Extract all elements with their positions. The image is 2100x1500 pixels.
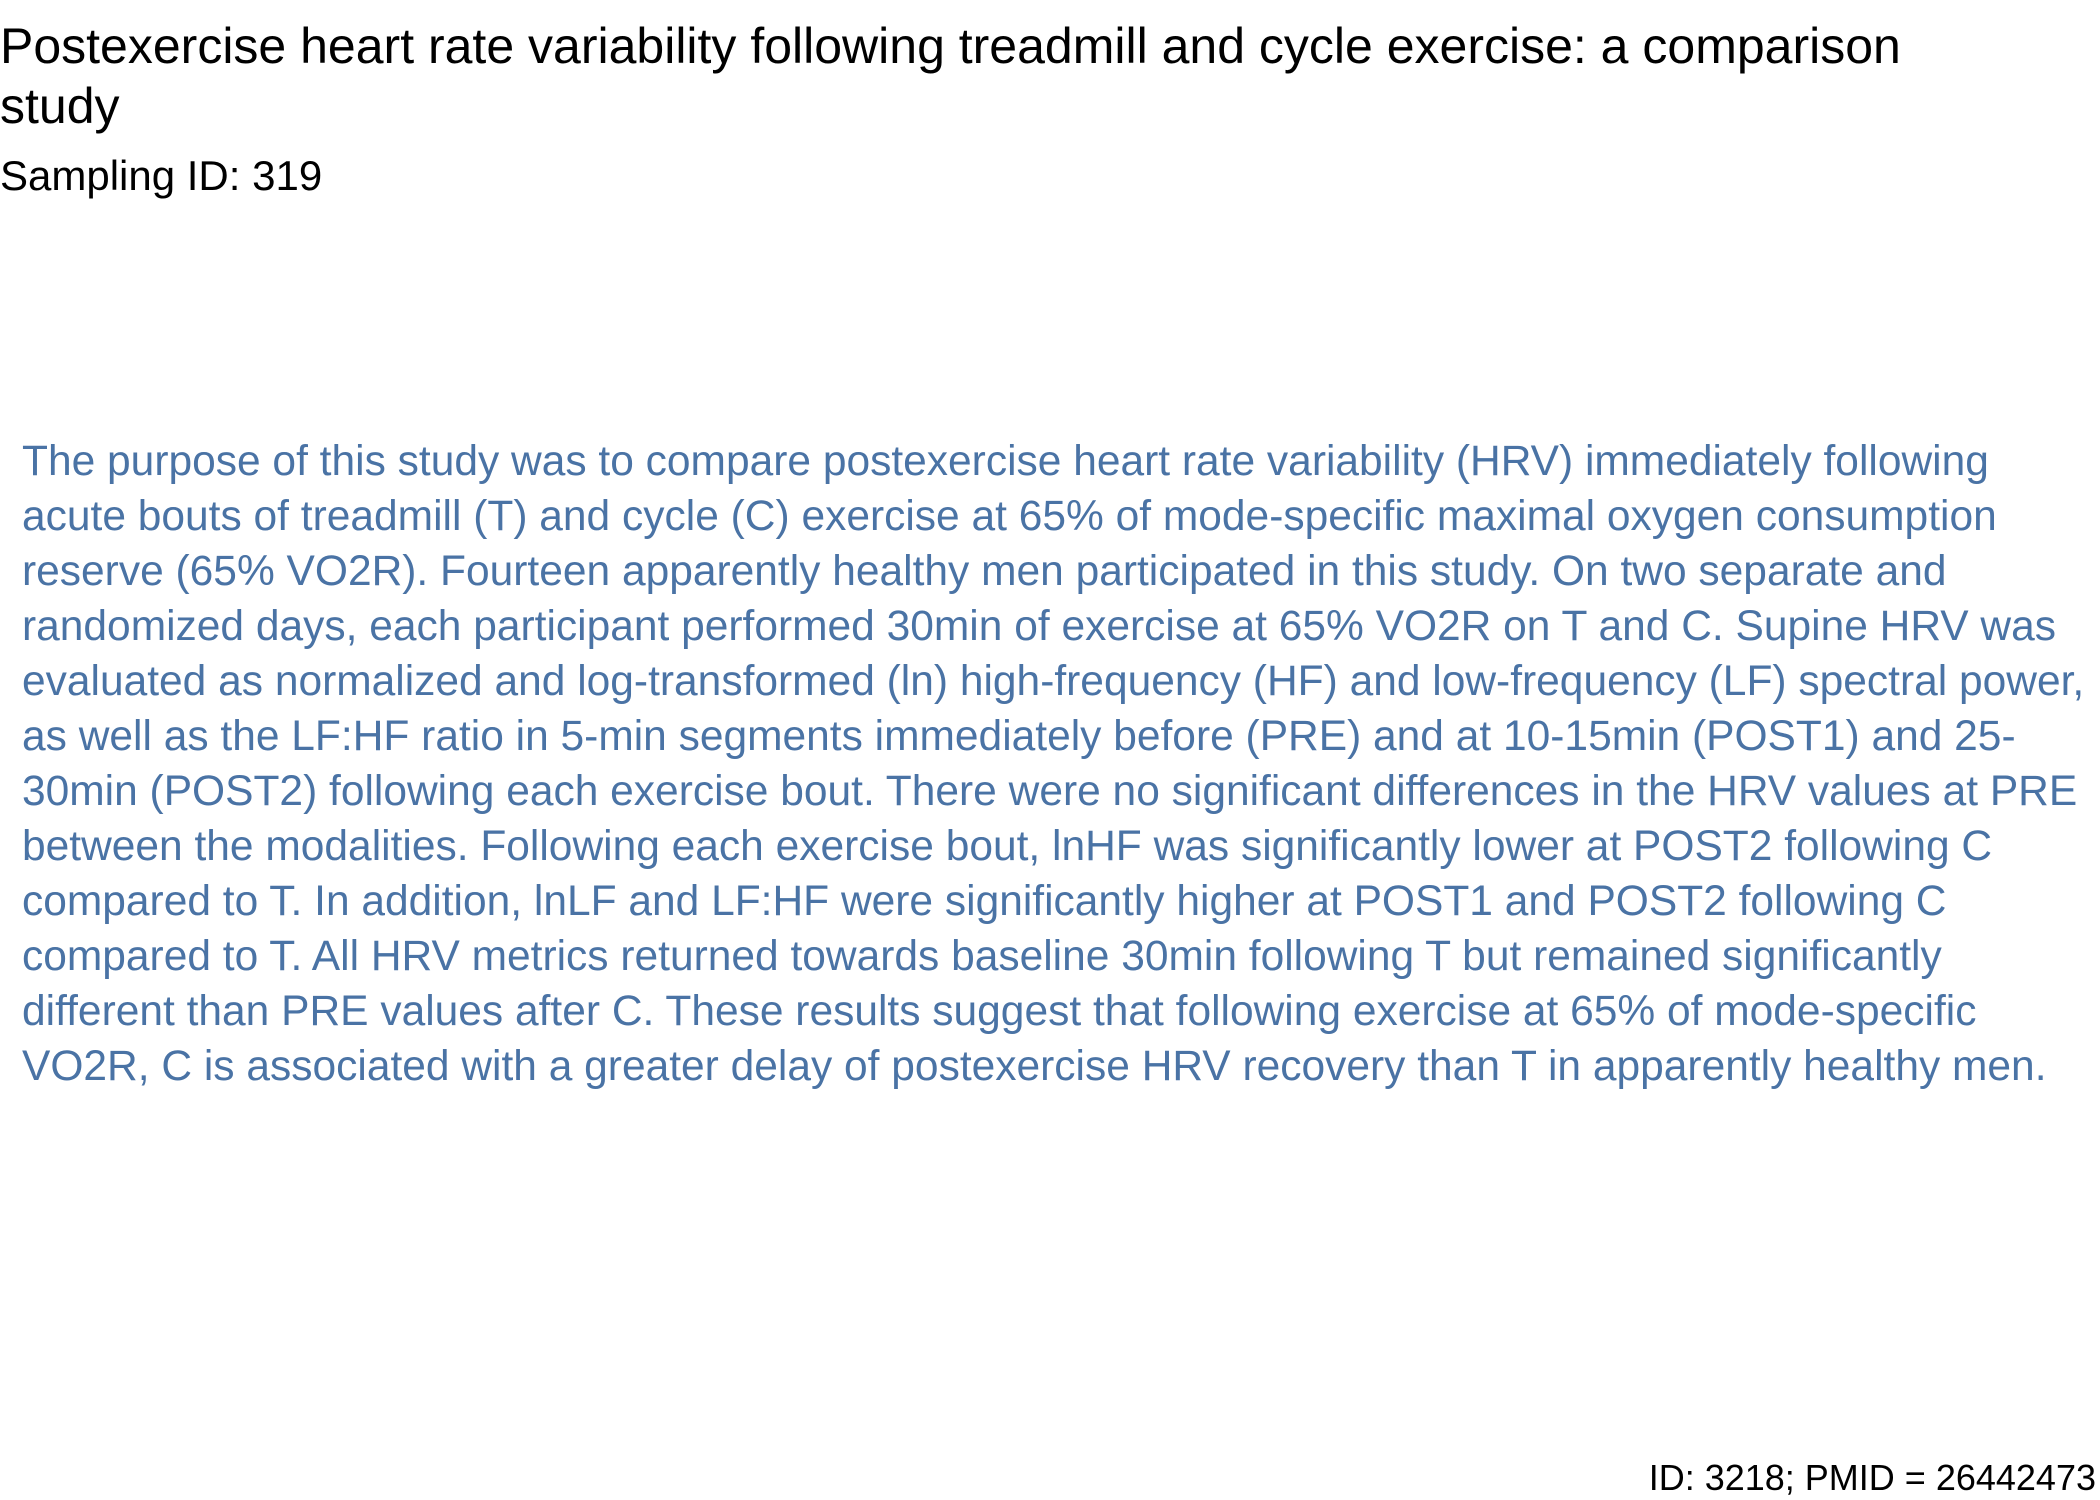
footer-id-label: ID: 3218; PMID = 26442473 [1648, 1457, 2096, 1498]
sampling-id-label: Sampling ID: 319 [0, 152, 323, 199]
document-title: Postexercise heart rate variability foll… [0, 18, 1901, 134]
abstract-text: The purpose of this study was to compare… [22, 438, 2085, 1090]
